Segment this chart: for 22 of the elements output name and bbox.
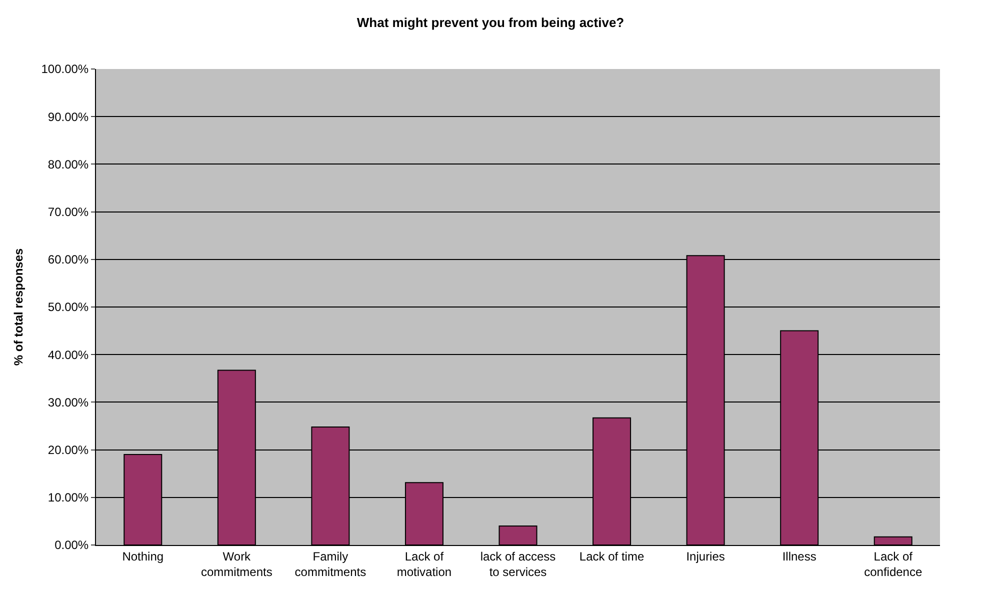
y-tick-label: 50.00% [48, 300, 89, 314]
y-tick-label: 0.00% [54, 538, 89, 552]
y-tick-label: 60.00% [48, 252, 89, 267]
chart-title: What might prevent you from being active? [356, 14, 624, 30]
y-tick-label: 90.00% [48, 110, 89, 124]
y-tick-label: 100.00% [41, 62, 89, 76]
x-tick-label: Injuries [686, 549, 725, 564]
y-axis-title: % of total responses [12, 248, 26, 366]
y-tick-label: 40.00% [48, 348, 89, 362]
x-tick-label: Work commitments [201, 549, 272, 579]
x-tick-label: Lack of time [579, 549, 644, 564]
x-tick-label: Lack of motivation [396, 549, 452, 579]
x-tick-label: Lack of confidence [864, 549, 922, 579]
x-tick-label: Family commitments [294, 549, 366, 579]
y-tick-label: 80.00% [48, 157, 89, 172]
y-tick-label: 20.00% [48, 443, 89, 457]
x-tick-label: lack of access to services [480, 549, 556, 579]
y-tick-label: 30.00% [48, 395, 89, 410]
x-tick-label: Illness [782, 549, 816, 564]
y-tick-label: 70.00% [48, 205, 89, 219]
x-tick-label: Nothing [122, 549, 164, 564]
y-tick-label: 10.00% [48, 490, 89, 505]
